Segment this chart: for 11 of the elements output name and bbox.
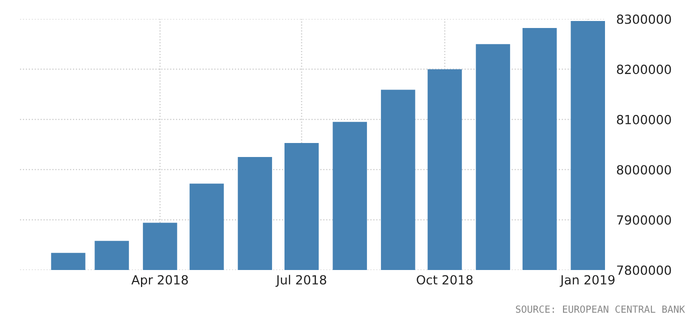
x-tick-label: Apr 2018 — [131, 275, 188, 287]
y-tick-label: 8000000 — [616, 165, 671, 175]
source-note: SOURCE: EUROPEAN CENTRAL BANK — [516, 305, 685, 313]
y-tick-label: 7900000 — [617, 215, 671, 225]
x-tick-label: Jul 2018 — [276, 274, 326, 287]
y-tick-label: 7800000 — [617, 265, 671, 275]
y-tick-label: 8100000 — [616, 114, 671, 124]
y-tick-label: 8300000 — [616, 14, 671, 24]
y-tick-label: 8200000 — [616, 64, 671, 74]
x-tick-label: Oct 2018 — [416, 275, 473, 285]
x-tick-label: Jan 2019 — [560, 275, 615, 287]
